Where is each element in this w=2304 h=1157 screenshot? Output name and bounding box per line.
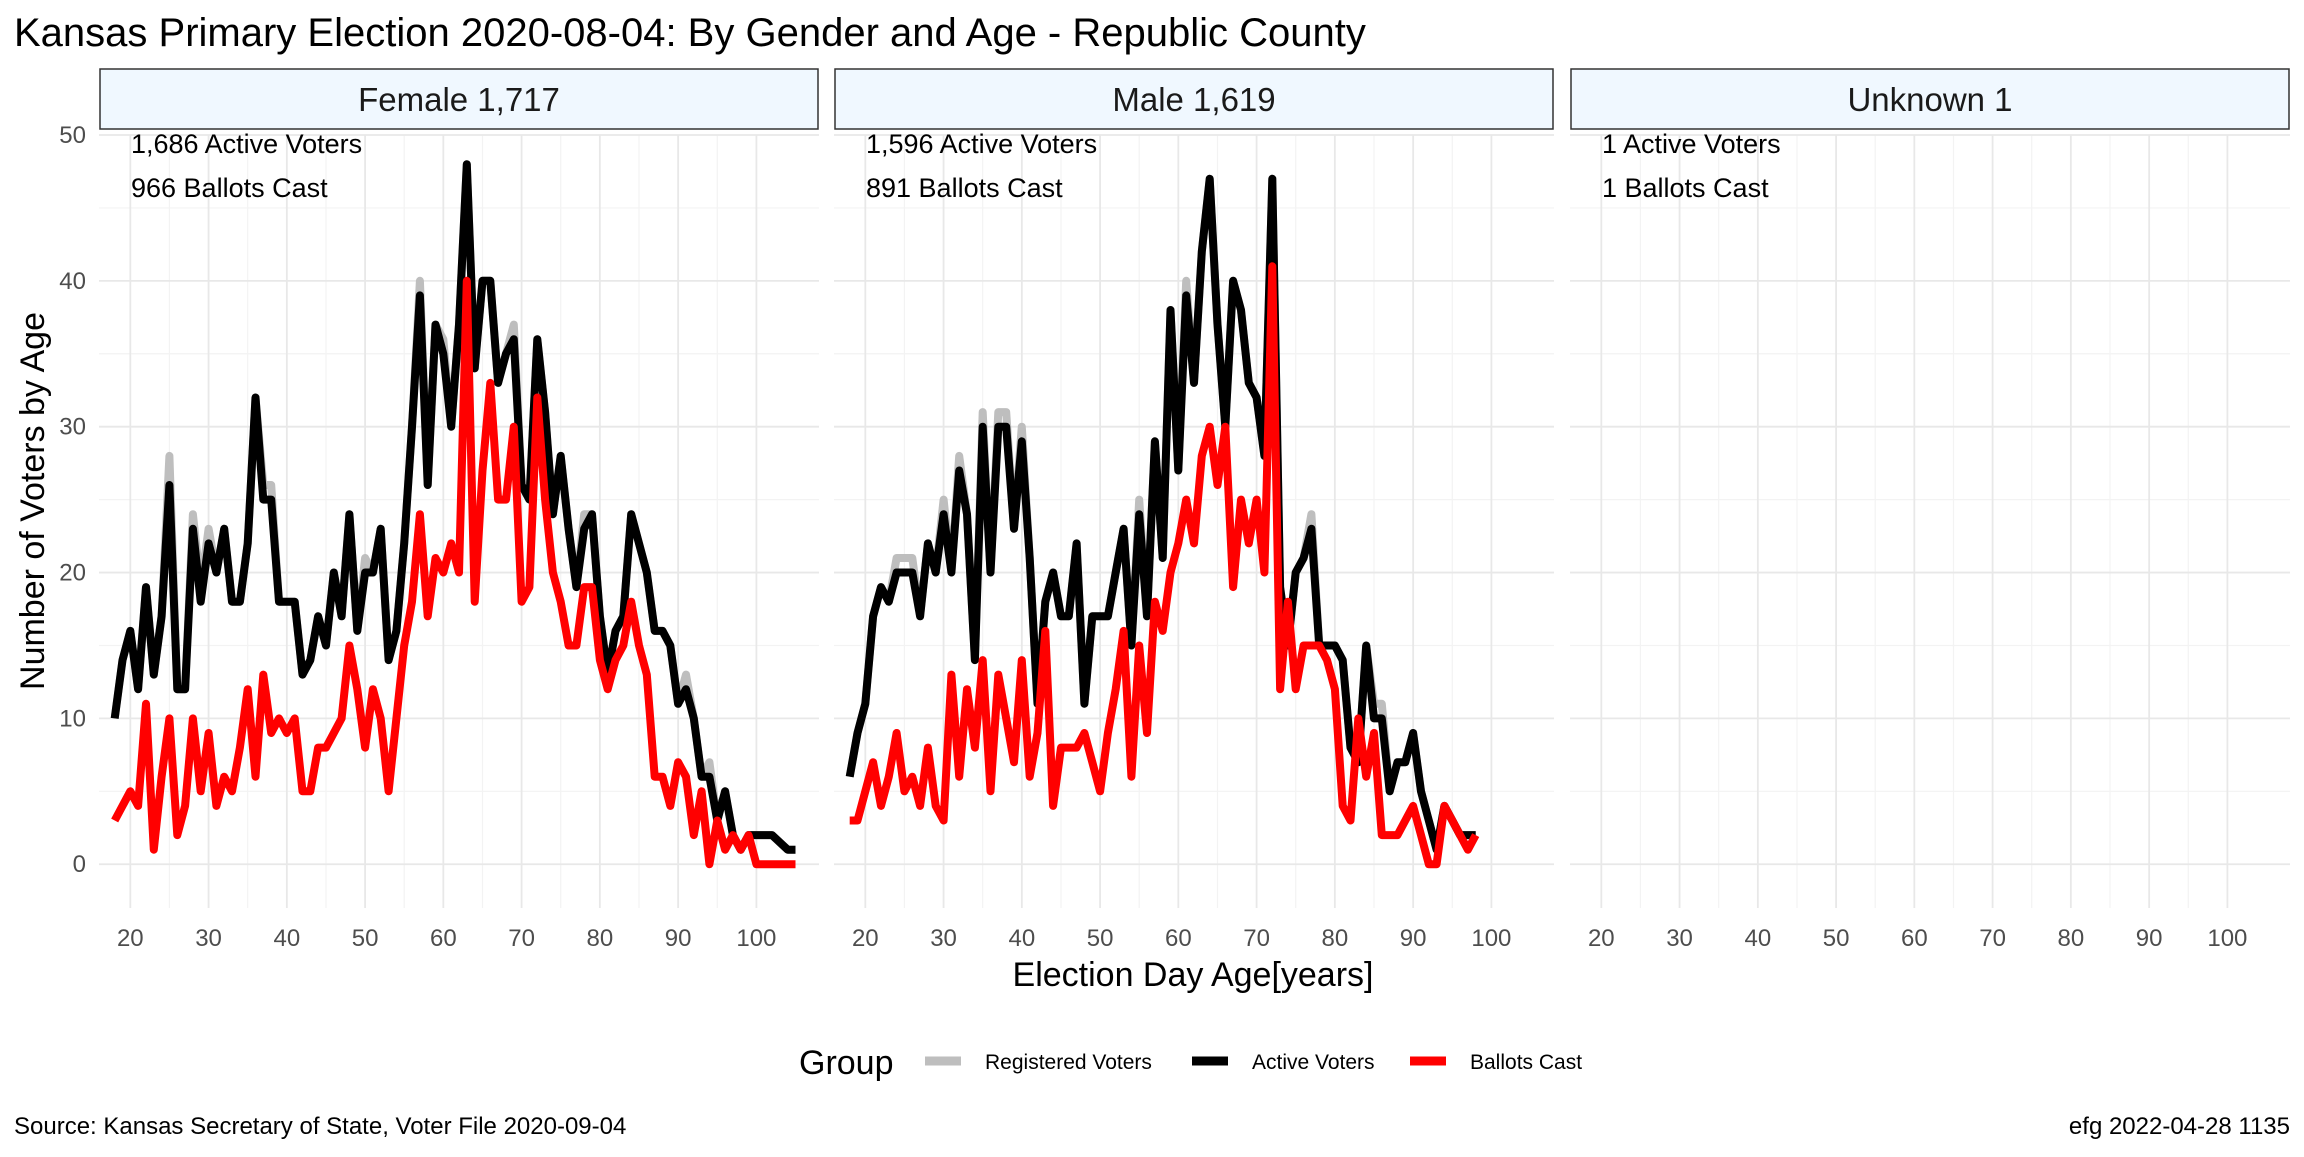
y-tick-label: 10 [59, 705, 86, 732]
x-tick-label: 80 [587, 925, 614, 952]
annotation-active-voters: 1,686 Active Voters [131, 129, 362, 159]
x-axis-title: Election Day Age[years] [1013, 956, 1374, 994]
x-tick-label: 20 [1588, 925, 1615, 952]
x-tick-label: 60 [430, 925, 457, 952]
series-line-active-voters [110, 160, 796, 854]
x-tick-label: 50 [1087, 925, 1114, 952]
x-tick-label: 50 [352, 925, 379, 952]
legend-label-ballots-cast: Ballots Cast [1470, 1051, 1582, 1074]
x-tick-label: 70 [1243, 925, 1270, 952]
strip-box [99, 68, 819, 130]
x-tick-label: 60 [1901, 925, 1928, 952]
x-tick-label: 80 [2058, 925, 2085, 952]
x-tick-label: 20 [117, 925, 144, 952]
x-tick-label: 30 [930, 925, 957, 952]
panel-male-1-619: Male 1,619 1,596 Active Voters 891 Ballots… [834, 68, 1554, 908]
x-tick-label: 40 [1744, 925, 1771, 952]
x-tick-label: 70 [508, 925, 535, 952]
x-tick-label: 90 [2136, 925, 2163, 952]
panel-unknown-1: Unknown 1 1 Active Voters 1 Ballots Cast [1570, 68, 2290, 908]
y-tick-label: 50 [59, 122, 86, 149]
y-tick-label: 20 [59, 560, 86, 587]
y-tick-label: 40 [59, 268, 86, 295]
x-tick-label: 90 [665, 925, 692, 952]
x-tick-label: 30 [1666, 925, 1693, 952]
strip-box [834, 68, 1554, 130]
x-tick-label: 100 [736, 925, 776, 952]
x-tick-label: 70 [1979, 925, 2006, 952]
strip-label: Unknown 1 [1847, 81, 2012, 118]
series-line-ballots-cast [111, 276, 796, 869]
caption-credit: efg 2022-04-28 1135 [2069, 1113, 2290, 1140]
annotation-active-voters: 1,596 Active Voters [866, 129, 1097, 159]
series-line-active-voters [845, 174, 1476, 854]
annotation-ballots-cast: 891 Ballots Cast [866, 173, 1063, 203]
x-tick-label: 30 [195, 925, 222, 952]
annotation-ballots-cast: 1 Ballots Cast [1602, 173, 1769, 203]
axis-layer: 20 30 40 50 60 70 80 90 100 20 30 40 50 60 70 80 90 100 20… [59, 122, 2247, 952]
strip-box [1570, 68, 2290, 130]
panels-layer: Female 1,717 1,686 Active Voters 966 Ballo… [99, 68, 2290, 908]
chart-title: Kansas Primary Election 2020-08-04: By G… [14, 11, 1366, 55]
x-tick-label: 40 [1008, 925, 1035, 952]
series-line-registered-voters [110, 160, 796, 854]
strip-label: Female 1,717 [358, 81, 560, 118]
legend-label-active-voters: Active Voters [1252, 1051, 1375, 1074]
annotation-active-voters: 1 Active Voters [1602, 129, 1781, 159]
x-tick-label: 90 [1400, 925, 1427, 952]
legend-title: Group [799, 1044, 894, 1082]
y-axis-title: Number of Voters by Age [14, 312, 52, 690]
legend-label-registered-voters: Registered Voters [985, 1051, 1152, 1074]
caption-source: Source: Kansas Secretary of State, Voter… [14, 1113, 626, 1140]
panel-female-1-717: Female 1,717 1,686 Active Voters 966 Ballo… [99, 68, 819, 908]
x-tick-label: 80 [1322, 925, 1349, 952]
x-tick-label: 60 [1165, 925, 1192, 952]
x-tick-label: 40 [273, 925, 300, 952]
strip-label: Male 1,619 [1112, 81, 1275, 118]
annotation-ballots-cast: 966 Ballots Cast [131, 173, 328, 203]
y-tick-label: 0 [73, 851, 86, 878]
x-tick-label: 100 [2207, 925, 2247, 952]
series-line-ballots-cast [849, 262, 1480, 869]
legend: Group Registered Voters Active Voters Ball… [799, 1044, 1582, 1082]
y-tick-label: 30 [59, 414, 86, 441]
x-tick-label: 20 [852, 925, 879, 952]
x-tick-label: 100 [1471, 925, 1511, 952]
x-tick-label: 50 [1823, 925, 1850, 952]
